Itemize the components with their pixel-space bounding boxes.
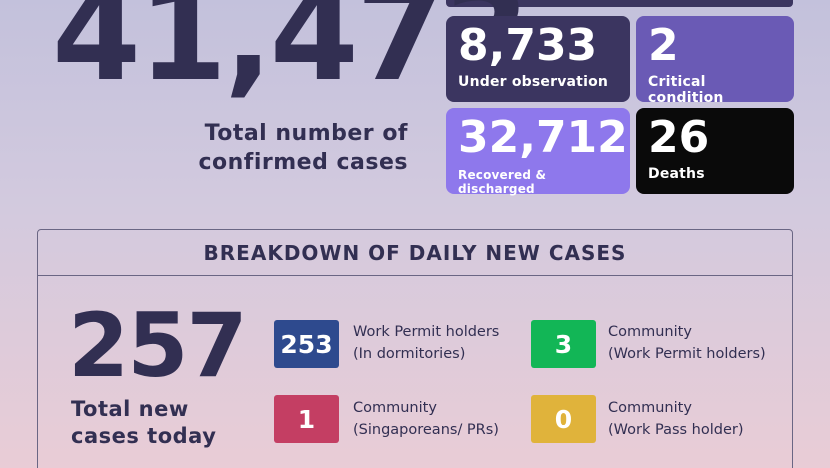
total-confirmed-label: Total number of confirmed cases (148, 120, 408, 177)
total-label-line1: Total number of (204, 121, 408, 146)
category-line2: (In dormitories) (353, 345, 466, 362)
category-community-pass-label: Community (Work Pass holder) (608, 398, 744, 442)
stat-label: Deaths (648, 166, 705, 182)
stat-critical-condition: 2 Critical condition (636, 16, 794, 106)
category-line1: Community (353, 400, 437, 416)
category-line2: (Work Permit holders) (608, 345, 766, 362)
daily-new-cases-number: 257 (68, 294, 248, 397)
stat-label: Under observation (458, 74, 609, 90)
category-line2: (Work Pass holder) (608, 421, 744, 438)
category-community-wp-count: 3 (531, 320, 596, 368)
category-dormitory-count: 253 (274, 320, 339, 368)
category-community-sg-label: Community (Singaporeans/ PRs) (353, 398, 499, 442)
stat-value: 26 (648, 112, 710, 163)
stat-value: 32,712 (458, 112, 628, 163)
daily-label-line2: cases today (71, 424, 217, 449)
category-line1: Work Permit holders (353, 324, 500, 340)
stat-recovered: 32,712 Recovered & discharged (446, 108, 630, 196)
stat-label: Critical condition (648, 74, 724, 106)
stat-under-observation: 8,733 Under observation (446, 16, 630, 102)
stat-value: 2 (648, 20, 679, 71)
category-line1: Community (608, 400, 692, 416)
stat-label: Recovered & discharged (458, 168, 547, 196)
category-community-sg-count: 1 (274, 395, 339, 443)
breakdown-title: BREAKDOWN OF DAILY NEW CASES (38, 230, 792, 276)
daily-new-cases-label: Total new cases today (71, 396, 216, 451)
category-dormitory-label: Work Permit holders (In dormitories) (353, 322, 499, 366)
daily-breakdown-panel: BREAKDOWN OF DAILY NEW CASES 257 Total n… (37, 229, 793, 468)
stat-value: 8,733 (458, 20, 598, 71)
category-community-pass-count: 0 (531, 395, 596, 443)
daily-label-line1: Total new (71, 397, 189, 421)
top-bar (446, 0, 793, 7)
category-community-wp-label: Community (Work Permit holders) (608, 322, 766, 366)
category-line2: (Singaporeans/ PRs) (353, 421, 499, 438)
total-label-line2: confirmed cases (198, 149, 408, 175)
category-line1: Community (608, 324, 692, 340)
stat-deaths: 26 Deaths (636, 108, 794, 194)
